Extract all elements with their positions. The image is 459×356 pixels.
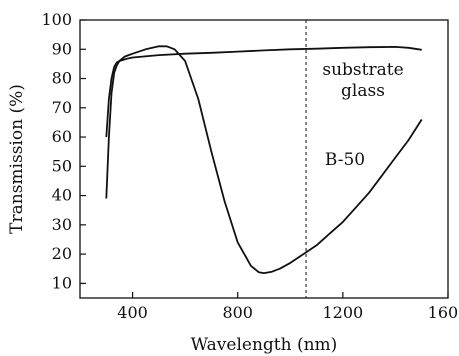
x-tick-label-400: 400 [117,303,148,322]
y-tick-label-40: 40 [52,186,72,205]
annotation-b50: B-50 [325,150,365,170]
y-tick-label-100: 100 [41,10,72,29]
x-tick-label-800: 800 [222,303,253,322]
y-tick-label-90: 90 [52,39,72,58]
annotation-substrate-line1: substrate [322,60,403,80]
series-line-0 [105,46,422,138]
y-tick-label-20: 20 [52,244,72,263]
tick-labels-group: 400 800 1200 1600 10 20 30 40 50 60 70 80 90 100 [41,10,459,322]
x-tick-label-1200: 1200 [322,303,363,322]
plot-frame [79,19,449,299]
y-tick-label-70: 70 [52,98,72,117]
y-tick-label-50: 50 [52,156,72,175]
x-tick-label-1600: 1600 [428,303,459,322]
y-tick-label-10: 10 [52,273,72,292]
y-tick-label-60: 60 [52,127,72,146]
series-group [105,45,423,274]
annotation-substrate-line2: glass [341,81,385,101]
y-axis-title: Transmission (%) [7,84,27,234]
y-tick-label-30: 30 [52,215,72,234]
series-line-1 [105,45,423,274]
axis-ticks [80,19,449,298]
y-tick-label-80: 80 [52,69,72,88]
x-axis-title: Wavelength (nm) [191,335,338,355]
